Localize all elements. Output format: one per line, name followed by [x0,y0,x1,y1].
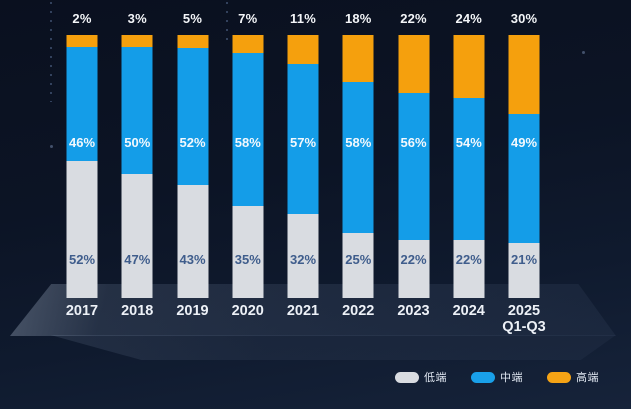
bar-stack [177,35,208,298]
legend-label: 低端 [424,372,447,384]
high-end-value-label: 11% [290,11,316,26]
decor-dot-column-mid [226,2,228,46]
bar-segment-low-end [453,240,485,298]
legend-item-mid-range: 中端 [471,369,523,385]
legend-item-low-end: 低端 [395,369,447,385]
high-end-value-label: 22% [400,11,427,26]
category-label: 2022 [342,303,375,319]
bar-column-2018: 3% 50% 47% 2018 [109,11,165,319]
mid-range-value-label: 49% [510,135,538,150]
bar-segment-mid-range [121,47,153,175]
legend-item-high-end: 高端 [547,369,599,385]
bar-column-2025-Q1-Q3: 30% 49% 21% 2025 Q1-Q3 [496,11,552,335]
category-label: 2017 [65,303,99,319]
legend-swatch-mid-range [471,371,495,383]
legend-swatch-high-end [547,371,571,383]
low-end-value-label: 22% [455,252,482,267]
low-end-value-label: 43% [179,252,206,267]
low-end-value-label: 22% [400,252,427,267]
bar-column-2020: 7% 58% 35% 2020 [220,11,276,319]
bar-column-2023: 22% 56% 22% 2023 [386,11,442,319]
bar-segment-low-end [177,184,208,298]
high-end-value-label: 3% [127,11,147,26]
bar-stack [232,35,264,298]
bar-segment-mid-range [453,98,485,241]
bar-segment-low-end [342,232,374,298]
floor-platform-back [50,335,616,360]
bar-segment-high-end [453,35,485,99]
bar-segment-high-end [66,35,98,47]
bar-segment-mid-range [287,63,319,214]
bar-segment-low-end [287,213,319,298]
high-end-value-label: 2% [72,11,92,26]
mid-range-value-label: 52% [179,135,206,150]
bar-segment-high-end [177,35,208,49]
bar-stack [453,35,485,298]
bar-segment-mid-range [177,48,208,185]
bar-segment-mid-range [398,92,429,241]
category-label: 2023 [397,303,430,319]
low-end-value-label: 32% [289,252,317,267]
bar-stack [342,35,374,298]
bar-stack [508,35,540,298]
low-end-value-label: 21% [510,252,538,267]
legend-swatch-low-end [395,371,419,383]
high-end-value-label: 7% [238,11,258,26]
bar-segment-mid-range [232,53,264,206]
bar-segment-high-end [508,35,540,114]
bar-segment-mid-range [342,81,374,233]
high-end-value-label: 24% [455,11,483,26]
mid-range-value-label: 57% [289,135,317,150]
bar-segment-high-end [121,35,153,47]
legend: 低端 中端 高端 [395,369,599,385]
mid-range-value-label: 56% [400,135,427,150]
mid-range-value-label: 58% [345,135,372,150]
category-label: 2025 Q1-Q3 [502,303,546,335]
category-label: 2018 [121,303,154,319]
category-label: 2019 [176,303,209,319]
low-end-value-label: 35% [234,252,261,267]
bar-segment-low-end [398,240,429,298]
bar-segment-low-end [66,161,98,298]
bar-segment-high-end [287,35,319,64]
mid-range-value-label: 50% [124,135,151,150]
bar-segment-high-end [342,35,374,82]
bar-segment-low-end [508,242,540,298]
high-end-value-label: 5% [182,11,203,26]
bar-stack [287,35,319,298]
decor-dot-left [50,145,53,148]
bar-stack [66,35,98,298]
mid-range-value-label: 54% [455,135,482,150]
decor-dot-right [582,51,585,54]
bar-stack [398,35,429,298]
bar-segment-high-end [232,35,264,54]
bar-segment-high-end [398,35,429,93]
bar-column-2021: 11% 57% 32% 2021 [275,11,331,319]
bar-segment-mid-range [66,47,98,162]
category-label: 2021 [286,303,320,319]
legend-label: 中端 [500,372,523,384]
category-label: 2024 [452,303,485,319]
bar-column-2019: 5% 52% 43% 2019 [165,11,221,319]
low-end-value-label: 47% [124,252,151,267]
bar-stack [121,35,153,298]
bar-segment-low-end [121,174,153,298]
bar-column-2024: 24% 54% 22% 2024 [441,11,497,319]
low-end-value-label: 52% [68,252,96,267]
bar-segment-low-end [232,205,264,298]
high-end-value-label: 30% [510,11,538,26]
legend-label: 高端 [576,372,599,384]
high-end-value-label: 18% [344,11,372,26]
bar-column-2022: 18% 58% 25% 2022 [330,11,386,319]
category-label: 2020 [231,303,264,319]
mid-range-value-label: 46% [68,135,96,150]
mid-range-value-label: 58% [234,135,261,150]
bar-column-2017: 2% 46% 52% 2017 [54,11,110,319]
low-end-value-label: 25% [345,252,372,267]
decor-dot-column-left [50,2,52,102]
bar-segment-mid-range [508,113,540,243]
